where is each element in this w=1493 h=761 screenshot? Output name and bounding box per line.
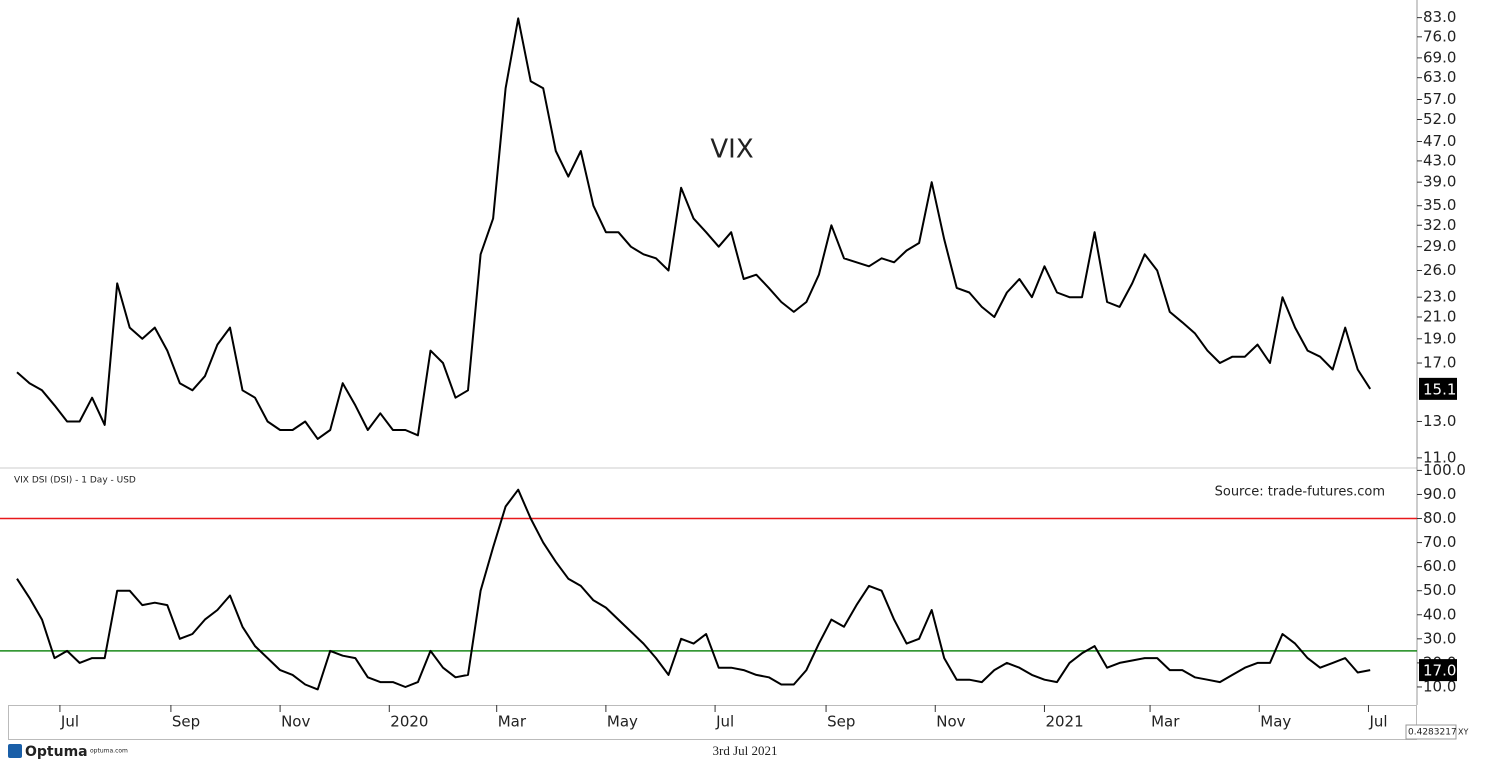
y-tick-label: 11.0: [1423, 448, 1456, 466]
y-tick-label: 19.0: [1423, 329, 1456, 347]
x-tick-label: Sep: [172, 713, 200, 731]
x-tick-label: Nov: [281, 713, 310, 731]
y-tick-label: 30.0: [1423, 629, 1456, 647]
x-tick-label: Jul: [1368, 713, 1387, 731]
y-tick-label: 80.0: [1423, 509, 1456, 527]
last-value-badge: [1419, 659, 1457, 682]
y-tick-label: 21.0: [1423, 308, 1456, 326]
y-tick-label: 76.0: [1423, 27, 1456, 45]
y-tick-label: 23.0: [1423, 288, 1456, 306]
footer-date: 3rd Jul 2021: [713, 743, 778, 758]
last-value-badge: [1419, 377, 1457, 400]
y-tick-label: 69.0: [1423, 48, 1456, 66]
y-tick-label: 29.0: [1423, 237, 1456, 255]
x-tick-label: Mar: [1151, 713, 1180, 731]
y-tick-label: 26.0: [1423, 261, 1456, 279]
panel-title: VIX DSI (DSI) - 1 Day - USD: [14, 476, 136, 486]
logo: Optuma: [25, 744, 88, 760]
x-tick-label: Mar: [498, 713, 527, 731]
x-axis-box: [8, 705, 1417, 740]
y-tick-label: 52.0: [1423, 110, 1456, 128]
y-tick-label: 39.0: [1423, 173, 1456, 191]
x-tick-label: Jul: [715, 713, 734, 731]
coords-box: [1405, 724, 1457, 740]
x-tick-label: Sep: [827, 713, 855, 731]
x-tick-label: 2020: [390, 713, 428, 731]
y-tick-label: 57.0: [1423, 90, 1456, 108]
site: optuma.com: [90, 748, 128, 755]
y-tick-label: 43.0: [1423, 151, 1456, 169]
y-tick-label: 17.0: [1423, 354, 1456, 372]
x-tick-label: Nov: [936, 713, 965, 731]
source: Source: trade-futures.com: [1215, 485, 1385, 500]
y-tick-label: 90.0: [1423, 485, 1456, 503]
y-tick-label: 70.0: [1423, 533, 1456, 551]
y-tick-label: 83.0: [1423, 8, 1456, 26]
last-value-label: 15.1: [1423, 380, 1456, 398]
x-tick-label: 2021: [1045, 713, 1083, 731]
y-tick-label: 10.0: [1423, 677, 1456, 695]
y-tick-label: 100.0: [1423, 461, 1466, 479]
y-tick-label: 63.0: [1423, 68, 1456, 86]
y-tick-label: 60.0: [1423, 557, 1456, 575]
xy-button[interactable]: XY: [1458, 728, 1468, 737]
x-tick-label: May: [1260, 713, 1291, 731]
logo-icon: [8, 744, 22, 758]
y-tick-label: 40.0: [1423, 605, 1456, 623]
y-tick-label: 13.0: [1423, 412, 1456, 430]
x-tick-label: May: [607, 713, 638, 731]
y-tick-label: 32.0: [1423, 216, 1456, 234]
y-tick-label: 35.0: [1423, 196, 1456, 214]
line-series: [16, 17, 1372, 440]
y-tick-label: 47.0: [1423, 132, 1456, 150]
annotation: VIX: [710, 135, 753, 165]
line-series: [16, 488, 1371, 691]
last-value-label: 17.0: [1423, 662, 1456, 680]
y-tick-label: 50.0: [1423, 581, 1456, 599]
x-tick-label: Jul: [60, 713, 79, 731]
coords: 0.4283217: [1408, 728, 1457, 738]
